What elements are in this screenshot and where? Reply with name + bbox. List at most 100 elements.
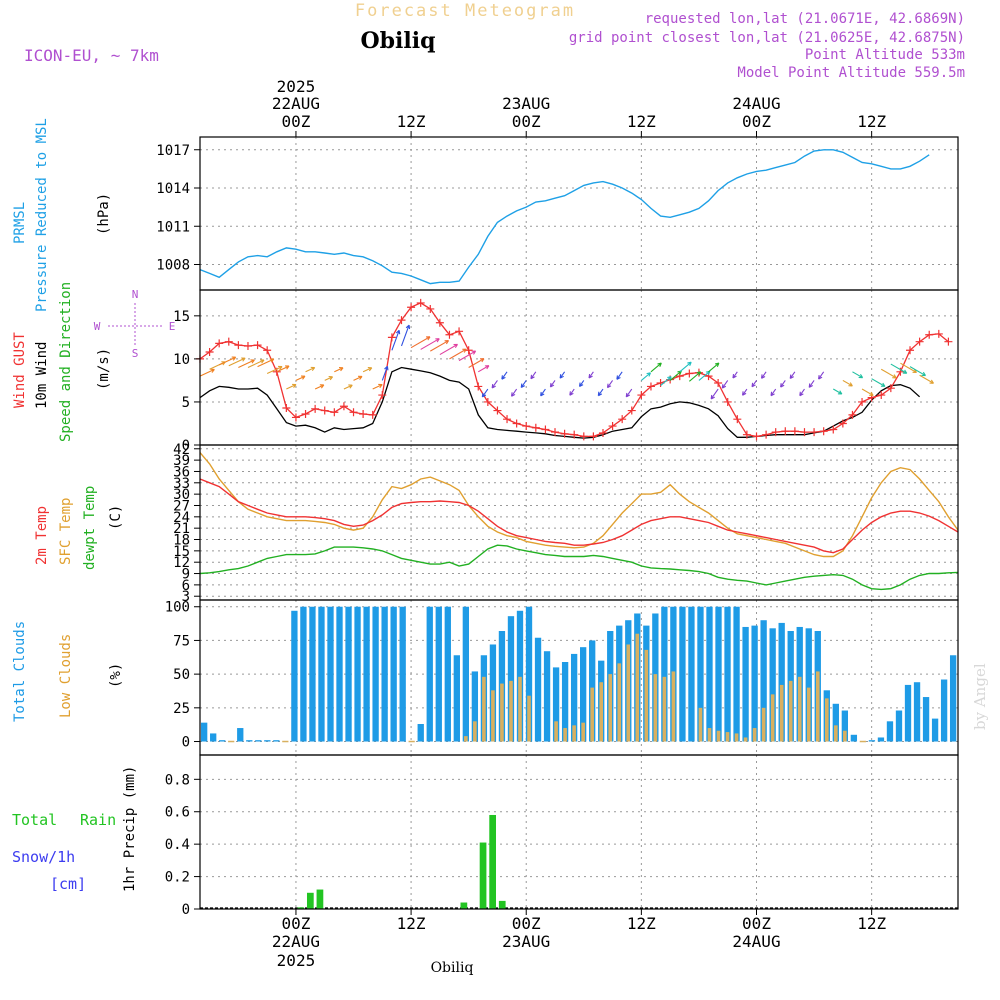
y-tick-label: 1011 [156,219,190,235]
low-cloud-bar [734,733,739,742]
temp-panel-frame [199,444,959,601]
total-cloud-bar [453,655,460,742]
footer-location: Obiliq [431,960,474,976]
gust-point [483,397,492,406]
total-cloud-bar [805,628,812,742]
y-tick-label: 75 [173,633,190,649]
y-tick-label: 33 [173,476,190,492]
gust-point [397,316,406,325]
wind-direction-arrow [852,371,864,379]
low-cloud-bar [752,728,757,742]
bottom-time-label: 12Z [857,914,886,933]
low-cloud-bar [698,707,703,742]
low-cloud-bar [843,730,847,742]
temp-label-2: SFC Temp [58,498,74,565]
low-cloud-bar [815,671,820,742]
wind-direction-arrow [770,388,777,397]
low-cloud-bar [761,707,766,742]
gust-point [570,430,579,439]
gust-point [531,423,540,432]
wind-direction-arrow [710,388,719,400]
total-cloud-bar [661,606,668,742]
total-cloud-bar [850,734,858,742]
low-cloud-bar [509,680,513,742]
wind-direction-arrow [679,361,692,373]
total-cloud-bar [273,740,280,742]
wind-direction-arrow [257,358,275,368]
y-tick-label: 30 [173,487,190,503]
bottom-time-label: 00Z [742,914,771,933]
total-cloud-bar [264,740,271,742]
top-time-label: 00Z [742,112,771,131]
precip-label-rain: Rain [80,811,116,829]
total-cloud-bar [778,622,785,742]
grid-layer [200,137,958,910]
wind-direction-arrow [789,371,796,379]
precip-label-snow: Snow/1h [12,848,75,866]
total-cloud-bar [931,718,939,742]
wind-direction-arrow [477,365,490,373]
wind-direction-arrow [276,365,290,373]
low-cloud-bar [806,687,811,742]
wind-direction-arrow [491,380,498,389]
temp-dewpoint-line [199,544,959,591]
bottom-time-label: 00Z [281,914,310,933]
total-cloud-bar [417,724,424,742]
wind-direction-arrow [708,362,720,373]
precip-panel-frame [199,754,959,910]
wind-direction-arrow [616,371,623,380]
temp-label-3: dewpt Temp [82,486,98,570]
wind-direction-arrow [890,363,908,374]
rain-bar [479,842,487,909]
wind-direction-arrow [549,380,556,388]
y-tick-label: 10 [173,352,190,368]
wind-direction-arrow [780,380,786,388]
y-tick-label: 25 [173,701,190,717]
rain-bar [297,907,305,909]
compass-icon: N S W E [94,288,176,360]
low-cloud-bar [662,676,667,742]
gust-point [637,391,646,400]
top-date-label: 22AUG [272,94,320,113]
top-time-label: 12Z [857,112,886,131]
cloud-label-2: Low Clouds [58,634,74,718]
bottom-date-label: 22AUG [272,932,320,951]
total-cloud-bar [688,606,695,742]
gust-point [685,369,694,378]
total-cloud-bar [435,606,442,742]
total-cloud-bar [760,620,767,742]
y-tick-label: 0 [182,735,190,751]
total-cloud-bar [318,606,325,742]
gust-point [435,318,444,327]
y-tick-label: 39 [173,453,190,469]
info-line-1: requested lon,lat (21.0671E, 42.6869N) [645,11,965,27]
temp-unit: (C) [108,505,124,530]
wind-direction-arrow [218,356,237,366]
low-cloud-bar [824,698,829,742]
wind-direction-arrow [362,367,373,373]
wind-direction-arrow [353,375,363,381]
wind-direction-arrow [597,388,604,397]
total-cloud-bar [940,679,948,742]
y-tick-label: 0.8 [165,772,190,788]
wind-direction-arrow [324,376,334,381]
gust-point [512,419,521,428]
gust-point [925,330,934,339]
bottom-time-label: 12Z [627,914,656,933]
low-cloud-bar [834,725,838,742]
low-cloud-bar [554,721,558,742]
gust-point [714,379,723,387]
low-cloud-bar [716,730,721,742]
gust-point [339,402,348,411]
gust-point [407,303,416,312]
low-cloud-bar [626,644,631,742]
y-tick-label: 36 [173,464,190,480]
wind-direction-arrow [641,372,652,381]
frame-layer: 1008101110141017051015369121518212427303… [156,77,959,970]
rain-bar [306,892,314,909]
total-cloud-bar [832,703,839,742]
wind-gust-line [199,302,949,438]
gust-point [560,429,569,438]
total-cloud-bar [381,606,388,742]
y-tick-label: 1014 [156,181,190,197]
